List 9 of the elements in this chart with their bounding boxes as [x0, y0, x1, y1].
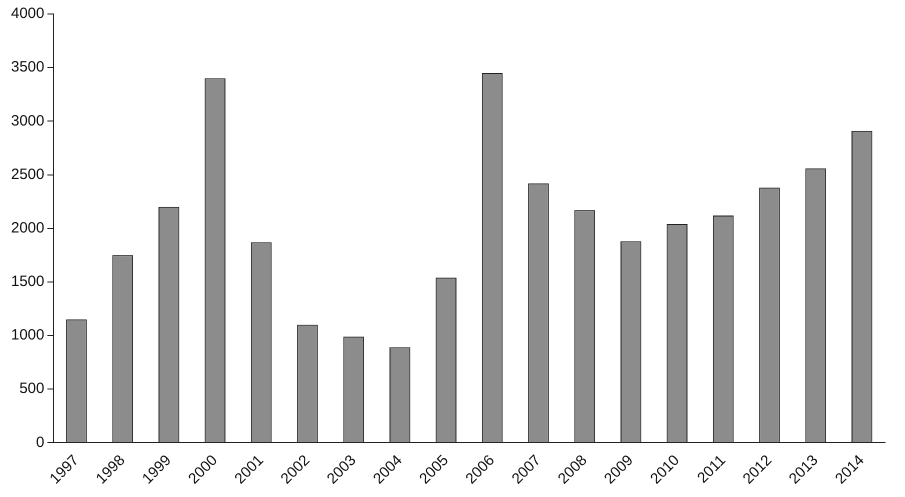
y-tick-label: 3500: [10, 58, 44, 76]
y-tick-label: 4000: [10, 5, 44, 22]
y-tick-label: 0: [36, 434, 44, 451]
y-tick-label: 2500: [10, 166, 44, 183]
y-tick-label: 500: [19, 380, 44, 398]
y-tick-label: 1500: [10, 273, 44, 290]
y-tick-label: 3000: [10, 112, 44, 130]
y-tick-label: 1000: [10, 326, 44, 344]
y-tick-label: 2000: [10, 219, 44, 236]
